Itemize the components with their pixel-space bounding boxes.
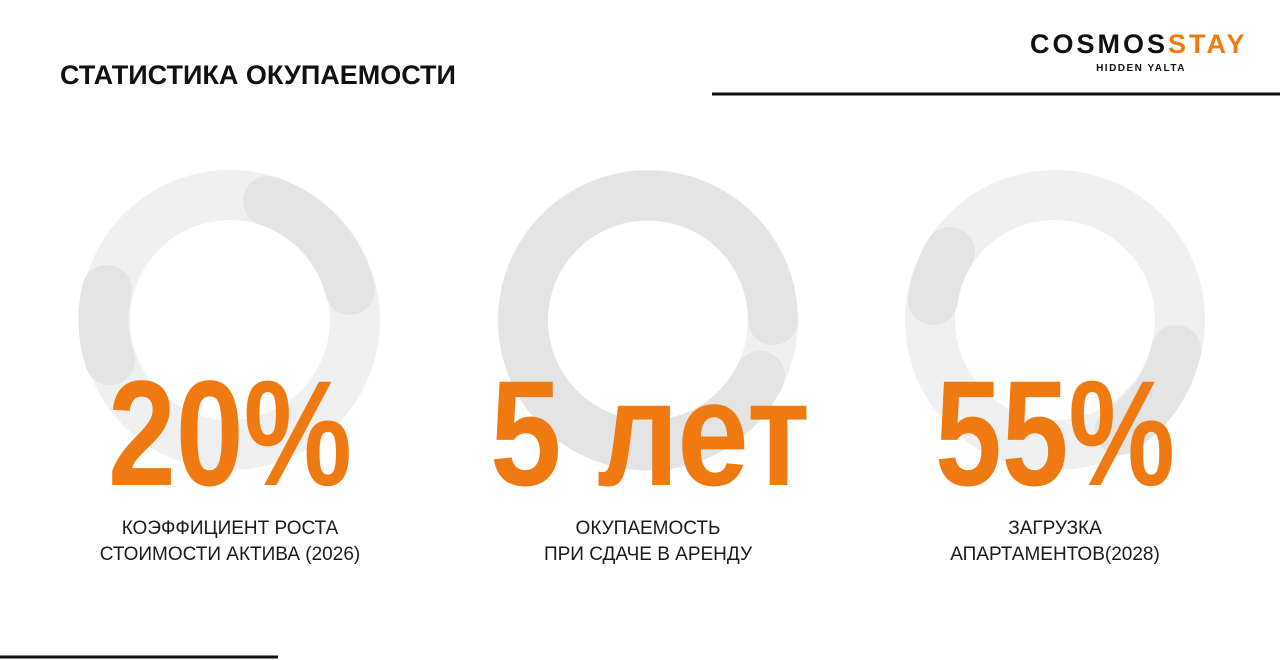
logo-brand: COSMOS bbox=[1030, 29, 1168, 59]
logo: COSMOS STAY HIDDEN YALTA bbox=[1030, 29, 1248, 74]
stat-label: АПАРТАМЕНТОВ(2028) bbox=[950, 544, 1160, 565]
stat-value: 55% bbox=[935, 349, 1175, 517]
stat-value: 5 лет bbox=[490, 349, 810, 517]
stat-value: 20% bbox=[108, 349, 352, 517]
ring-decoration bbox=[78, 170, 1205, 471]
logo-accent: STAY bbox=[1168, 29, 1248, 59]
logo-tagline: HIDDEN YALTA bbox=[1096, 63, 1186, 74]
stat-label: ЗАГРУЗКА bbox=[1008, 518, 1102, 539]
stat-label: ПРИ СДАЧЕ В АРЕНДУ bbox=[544, 544, 753, 565]
stat-label: ОКУПАЕМОСТЬ bbox=[576, 518, 721, 539]
stat-label: КОЭФФИЦИЕНТ РОСТА bbox=[122, 518, 339, 539]
stat-label: СТОИМОСТИ АКТИВА (2026) bbox=[100, 544, 360, 565]
slide-title: СТАТИСТИКА ОКУПАЕМОСТИ bbox=[60, 60, 456, 90]
